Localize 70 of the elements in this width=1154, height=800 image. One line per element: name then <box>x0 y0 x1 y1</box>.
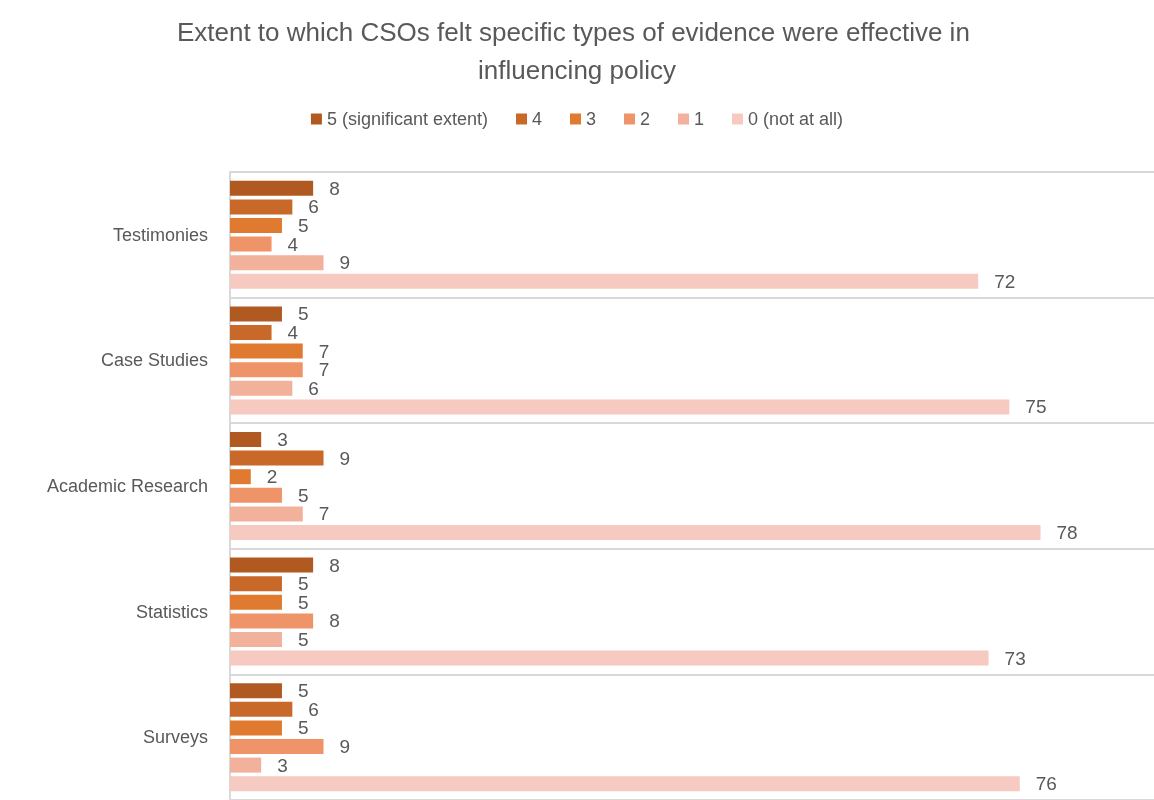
bar <box>230 199 293 215</box>
data-label: 3 <box>277 428 288 450</box>
bar <box>230 776 1020 792</box>
bar <box>230 255 324 271</box>
y-tick-label: Testimonies <box>112 224 208 245</box>
data-label: 5 <box>297 629 309 650</box>
data-label: 5 <box>297 717 309 739</box>
legend-label: 0 (not at all) <box>748 109 844 129</box>
bar <box>230 506 303 522</box>
y-tick-label: Case Studies <box>100 350 208 371</box>
bar <box>230 380 293 396</box>
legend-label: 2 <box>640 109 651 129</box>
bar <box>230 701 293 717</box>
data-label: 6 <box>308 698 319 720</box>
data-label: 9 <box>339 447 351 469</box>
bar <box>230 273 979 289</box>
legend-label: 4 <box>531 109 543 129</box>
data-label: 5 <box>297 215 309 236</box>
data-label: 5 <box>297 484 309 506</box>
data-label: 5 <box>297 303 309 325</box>
bar <box>230 739 324 754</box>
bar <box>230 613 314 629</box>
bar <box>230 632 282 648</box>
data-label: 73 <box>1004 647 1026 669</box>
bar <box>230 576 282 592</box>
bar <box>230 487 282 503</box>
bar <box>230 450 324 466</box>
data-label: 72 <box>994 270 1016 292</box>
bar <box>230 757 262 773</box>
data-label: 6 <box>308 196 319 218</box>
bar <box>230 343 303 359</box>
bar <box>230 650 989 666</box>
data-label: 8 <box>329 610 340 632</box>
data-label: 2 <box>266 466 278 488</box>
data-label: 4 <box>287 233 299 255</box>
legend-label: 1 <box>694 109 705 129</box>
bar <box>230 469 251 485</box>
bar <box>230 399 1010 415</box>
bar <box>230 683 282 699</box>
legend-label: 3 <box>586 109 597 129</box>
bar <box>230 180 314 196</box>
bar <box>230 236 272 252</box>
chart-title: Extent to which CSOs felt specific types of evidence were effective in influencing policy <box>176 17 978 85</box>
data-label: 8 <box>329 554 340 576</box>
data-label: 4 <box>287 322 299 343</box>
bar <box>230 306 282 322</box>
data-label: 78 <box>1056 522 1078 544</box>
data-label: 3 <box>277 754 288 776</box>
data-label: 7 <box>318 340 330 362</box>
bar <box>230 720 282 736</box>
bar <box>230 594 282 610</box>
data-label: 5 <box>297 680 309 702</box>
bar <box>230 218 282 233</box>
data-label: 7 <box>318 503 330 525</box>
y-tick-label: Surveys <box>142 727 208 748</box>
data-label: 9 <box>339 736 351 757</box>
data-label: 76 <box>1035 773 1057 795</box>
data-label: 7 <box>318 359 330 381</box>
data-label: 8 <box>329 177 340 199</box>
bar <box>230 557 314 573</box>
data-label: 6 <box>308 377 319 399</box>
data-label: 9 <box>339 252 351 274</box>
bar <box>230 324 272 340</box>
bar <box>230 525 1041 541</box>
bar <box>230 431 262 447</box>
legend-label: 5 (significant extent) <box>326 109 488 129</box>
y-tick-label: Statistics <box>135 601 208 622</box>
data-label: 75 <box>1025 396 1047 418</box>
bar <box>230 362 303 378</box>
y-tick-label: Academic Research <box>46 476 208 496</box>
